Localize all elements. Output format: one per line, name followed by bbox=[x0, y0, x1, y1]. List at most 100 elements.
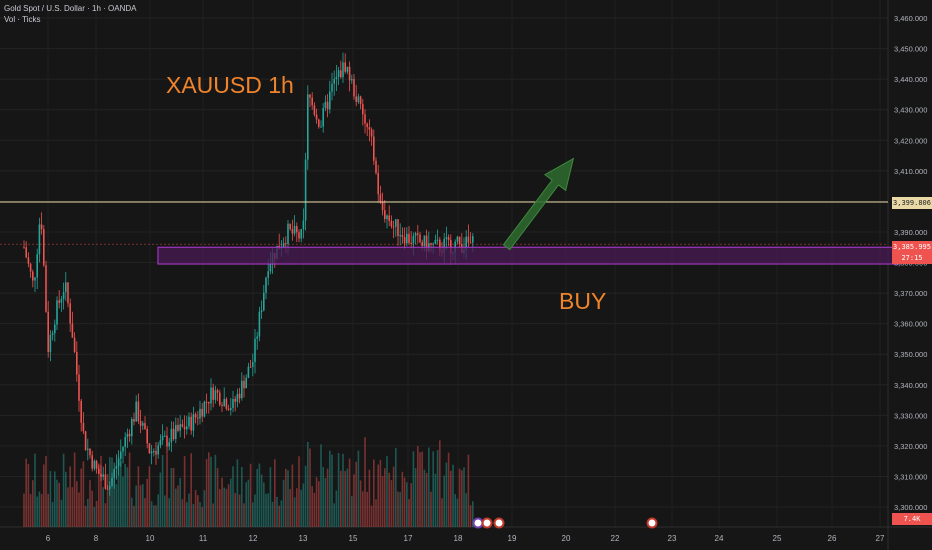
volume-bar bbox=[238, 494, 241, 527]
volume-bar bbox=[379, 459, 382, 527]
volume-bar bbox=[366, 491, 368, 527]
price-axis-label: 3,340.000 bbox=[894, 381, 927, 390]
time-axis-label: 20 bbox=[562, 534, 571, 543]
price-axis-label: 3,330.000 bbox=[894, 411, 927, 420]
volume-bar bbox=[36, 496, 38, 527]
price-axis-label: 3,310.000 bbox=[894, 472, 927, 481]
volume-bar bbox=[95, 501, 98, 527]
candle-body bbox=[148, 443, 151, 454]
volume-bar bbox=[324, 478, 327, 527]
candle-body bbox=[366, 123, 368, 128]
volume-bar bbox=[465, 493, 467, 527]
volume-bar bbox=[280, 500, 283, 527]
candle-body bbox=[89, 448, 91, 456]
candle-body bbox=[417, 233, 419, 235]
volume-bar bbox=[62, 453, 65, 527]
volume-bar bbox=[472, 501, 474, 527]
volume-bar bbox=[428, 447, 430, 527]
candle-body bbox=[390, 220, 393, 227]
candle-body bbox=[29, 263, 32, 272]
candle-body bbox=[335, 76, 338, 80]
volume-bar bbox=[276, 496, 278, 527]
candle-body bbox=[357, 96, 360, 102]
volume-bar bbox=[423, 469, 426, 527]
candle-body bbox=[177, 424, 179, 431]
candle-body bbox=[164, 435, 166, 437]
volume-bar bbox=[403, 477, 406, 527]
candle-body bbox=[47, 311, 49, 352]
volume-bar bbox=[384, 468, 386, 527]
candle-body bbox=[331, 83, 333, 92]
candle-body bbox=[313, 105, 316, 115]
time-axis-label: 15 bbox=[349, 534, 358, 543]
candle-body bbox=[67, 282, 69, 304]
volume-bar bbox=[192, 504, 195, 527]
economic-event-icon bbox=[646, 517, 658, 529]
volume-bar bbox=[199, 501, 201, 527]
candle-body bbox=[467, 236, 470, 243]
candle-body bbox=[256, 336, 258, 339]
candle-body bbox=[54, 324, 56, 334]
candle-body bbox=[260, 310, 263, 312]
candle-body bbox=[419, 234, 421, 243]
candle-body bbox=[100, 473, 102, 477]
candle-body bbox=[296, 226, 298, 233]
candle-body bbox=[414, 233, 417, 236]
candle-body bbox=[392, 226, 395, 228]
candle-body bbox=[291, 229, 294, 234]
volume-bar bbox=[124, 463, 126, 527]
volume-bar bbox=[133, 505, 135, 527]
volume-bar bbox=[298, 456, 300, 527]
price-axis-label: 3,440.000 bbox=[894, 75, 927, 84]
candle-body bbox=[225, 398, 228, 409]
time-axis-label: 12 bbox=[249, 534, 258, 543]
volume-bar bbox=[353, 474, 355, 527]
candle-body bbox=[43, 229, 45, 266]
price-axis-label: 3,370.000 bbox=[894, 289, 927, 298]
volume-bar bbox=[51, 502, 54, 527]
volume-bar bbox=[386, 456, 388, 527]
volume-bar bbox=[425, 472, 428, 527]
volume-bar bbox=[388, 472, 390, 527]
candle-body bbox=[221, 404, 223, 406]
candle-body bbox=[124, 437, 126, 447]
volume-bar bbox=[40, 494, 43, 527]
candle-body bbox=[315, 114, 318, 120]
volume-bar bbox=[245, 482, 247, 527]
candle-body bbox=[199, 408, 201, 419]
candle-body bbox=[205, 401, 208, 403]
volume-indicator-label[interactable]: Vol · Ticks bbox=[4, 15, 41, 24]
candle-body bbox=[102, 474, 104, 477]
volume-bar bbox=[293, 497, 296, 527]
candle-body bbox=[236, 393, 239, 402]
volume-bar bbox=[78, 492, 80, 527]
price-axis-label: 3,350.000 bbox=[894, 350, 927, 359]
candle-body bbox=[403, 236, 406, 244]
candle-body bbox=[131, 419, 133, 437]
candle-body bbox=[472, 236, 474, 243]
volume-bar bbox=[408, 499, 410, 527]
candle-body bbox=[190, 416, 192, 431]
volume-bar bbox=[300, 489, 302, 527]
volume-bar bbox=[296, 488, 298, 527]
volume-bar bbox=[432, 451, 434, 527]
volume-bar bbox=[150, 501, 153, 527]
symbol-title[interactable]: Gold Spot / U.S. Dollar · 1h · OANDA bbox=[4, 4, 137, 13]
demand-zone-rectangle bbox=[157, 246, 901, 265]
volume-bar bbox=[159, 472, 162, 527]
candle-body bbox=[168, 442, 170, 447]
candle-body bbox=[23, 247, 25, 249]
volume-bar bbox=[166, 453, 168, 527]
candle-body bbox=[381, 202, 384, 211]
candle-body bbox=[133, 419, 135, 422]
time-axis-label: 18 bbox=[454, 534, 463, 543]
candle-body bbox=[179, 424, 181, 431]
candle-body bbox=[214, 390, 217, 400]
candle-body bbox=[324, 101, 327, 109]
volume-bar bbox=[322, 467, 324, 527]
candle-body bbox=[249, 366, 252, 368]
volume-bar bbox=[142, 484, 144, 527]
candle-body bbox=[73, 337, 76, 353]
